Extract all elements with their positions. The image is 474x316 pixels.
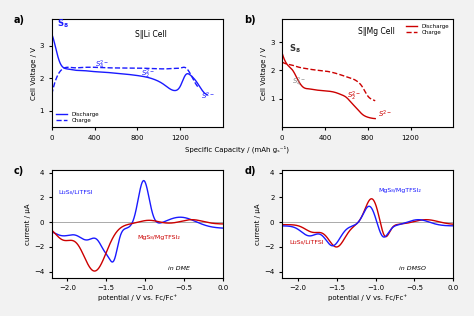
Text: MgS₈/MgTFSI₂: MgS₈/MgTFSI₂ (137, 235, 180, 240)
Text: c): c) (14, 166, 24, 176)
Text: $S_2^{2-}$: $S_2^{2-}$ (141, 68, 155, 81)
Text: Specific Capacity / (mAh gₛ⁻¹): Specific Capacity / (mAh gₛ⁻¹) (185, 146, 289, 153)
Text: S‖Mg Cell: S‖Mg Cell (358, 27, 395, 36)
Text: $S^{2-}$: $S^{2-}$ (201, 90, 215, 102)
Text: $S_2^{2-}$: $S_2^{2-}$ (347, 89, 362, 102)
Text: Li₂S₈/LiTFSI: Li₂S₈/LiTFSI (289, 240, 324, 244)
Y-axis label: Cell Voltage / V: Cell Voltage / V (261, 47, 267, 100)
Legend: Discharge, Charge: Discharge, Charge (55, 110, 101, 124)
Text: Li₂S₈/LiTFSI: Li₂S₈/LiTFSI (59, 190, 93, 195)
Text: $S_4^{2-}$: $S_4^{2-}$ (292, 75, 307, 88)
Text: d): d) (245, 166, 256, 176)
Text: $S_4^{2-}$: $S_4^{2-}$ (94, 59, 109, 72)
Text: S‖Li Cell: S‖Li Cell (135, 30, 167, 39)
Y-axis label: current / μA: current / μA (25, 203, 31, 245)
X-axis label: potential / V vs. Fc/Fc⁺: potential / V vs. Fc/Fc⁺ (328, 294, 407, 301)
Text: b): b) (245, 15, 256, 25)
Legend: Discharge, Charge: Discharge, Charge (404, 22, 451, 37)
Text: in DMSO: in DMSO (399, 266, 426, 271)
Y-axis label: Cell Voltage / V: Cell Voltage / V (31, 47, 37, 100)
Text: $\mathbf{S_8}$: $\mathbf{S_8}$ (57, 18, 69, 30)
X-axis label: potential / V vs. Fc/Fc⁺: potential / V vs. Fc/Fc⁺ (98, 294, 177, 301)
Text: $\mathbf{S_8}$: $\mathbf{S_8}$ (289, 43, 301, 55)
Text: in DME: in DME (168, 266, 190, 271)
Text: MgS₈/MgTFSI₂: MgS₈/MgTFSI₂ (378, 188, 421, 193)
Text: $S^{2-}$: $S^{2-}$ (378, 109, 392, 120)
Y-axis label: current / μA: current / μA (255, 203, 261, 245)
Text: a): a) (14, 15, 25, 25)
